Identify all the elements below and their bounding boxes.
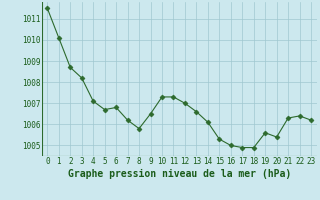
X-axis label: Graphe pression niveau de la mer (hPa): Graphe pression niveau de la mer (hPa)	[68, 169, 291, 179]
